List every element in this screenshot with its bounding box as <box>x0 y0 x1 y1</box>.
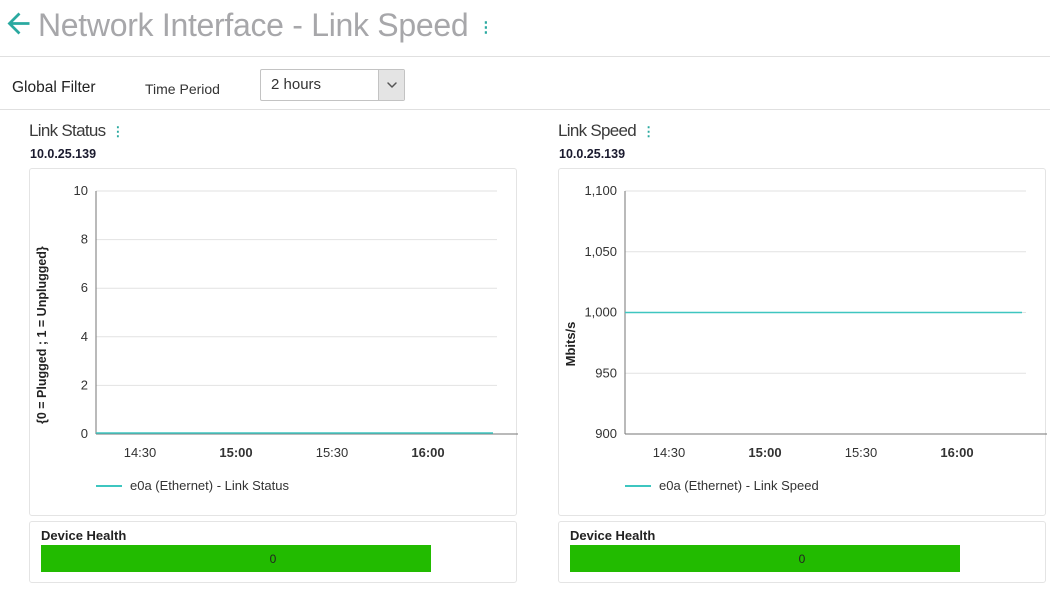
svg-text:14:30: 14:30 <box>124 445 157 460</box>
svg-text:900: 900 <box>595 426 617 441</box>
svg-text:4: 4 <box>81 329 88 344</box>
svg-text:16:00: 16:00 <box>411 445 444 460</box>
svg-text:15:30: 15:30 <box>845 445 878 460</box>
svg-text:8: 8 <box>81 232 88 247</box>
svg-text:Mbits/s: Mbits/s <box>563 322 578 367</box>
svg-text:1,000: 1,000 <box>584 305 617 320</box>
svg-text:1,050: 1,050 <box>584 244 617 259</box>
svg-text:10: 10 <box>74 183 88 198</box>
svg-text:{0 = Plugged ; 1 = Unplugged}: {0 = Plugged ; 1 = Unplugged} <box>35 246 49 424</box>
svg-text:16:00: 16:00 <box>940 445 973 460</box>
svg-text:15:30: 15:30 <box>316 445 349 460</box>
svg-text:6: 6 <box>81 280 88 295</box>
svg-text:15:00: 15:00 <box>748 445 781 460</box>
svg-text:0: 0 <box>81 426 88 441</box>
svg-text:14:30: 14:30 <box>653 445 686 460</box>
svg-text:2: 2 <box>81 377 88 392</box>
svg-text:950: 950 <box>595 365 617 380</box>
svg-text:1,100: 1,100 <box>584 183 617 198</box>
svg-text:15:00: 15:00 <box>219 445 252 460</box>
